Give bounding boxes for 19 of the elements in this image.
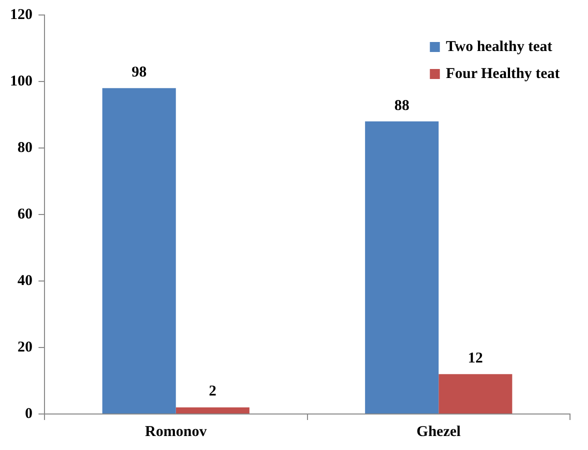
x-tick-label: Ghezel [416, 424, 461, 440]
y-tick-label: 80 [18, 140, 32, 156]
y-tick-label: 100 [10, 73, 32, 90]
bar [102, 88, 176, 414]
data-label: 2 [208, 384, 216, 400]
y-tick-label: 0 [25, 406, 32, 422]
bar [365, 121, 439, 414]
y-tick-label: 40 [18, 272, 32, 289]
data-label: 12 [468, 350, 483, 366]
bar [438, 374, 512, 414]
data-label: 88 [394, 98, 410, 114]
legend-label: Four Healthy teat [446, 66, 560, 82]
y-tick-label: 20 [18, 339, 32, 356]
bar [176, 407, 250, 414]
legend-label: Two healthy teat [446, 38, 552, 55]
x-tick-label: Romonov [145, 424, 208, 440]
y-tick-label: 60 [18, 206, 32, 222]
y-tick-label: 120 [10, 6, 32, 23]
data-label: 98 [132, 64, 147, 81]
